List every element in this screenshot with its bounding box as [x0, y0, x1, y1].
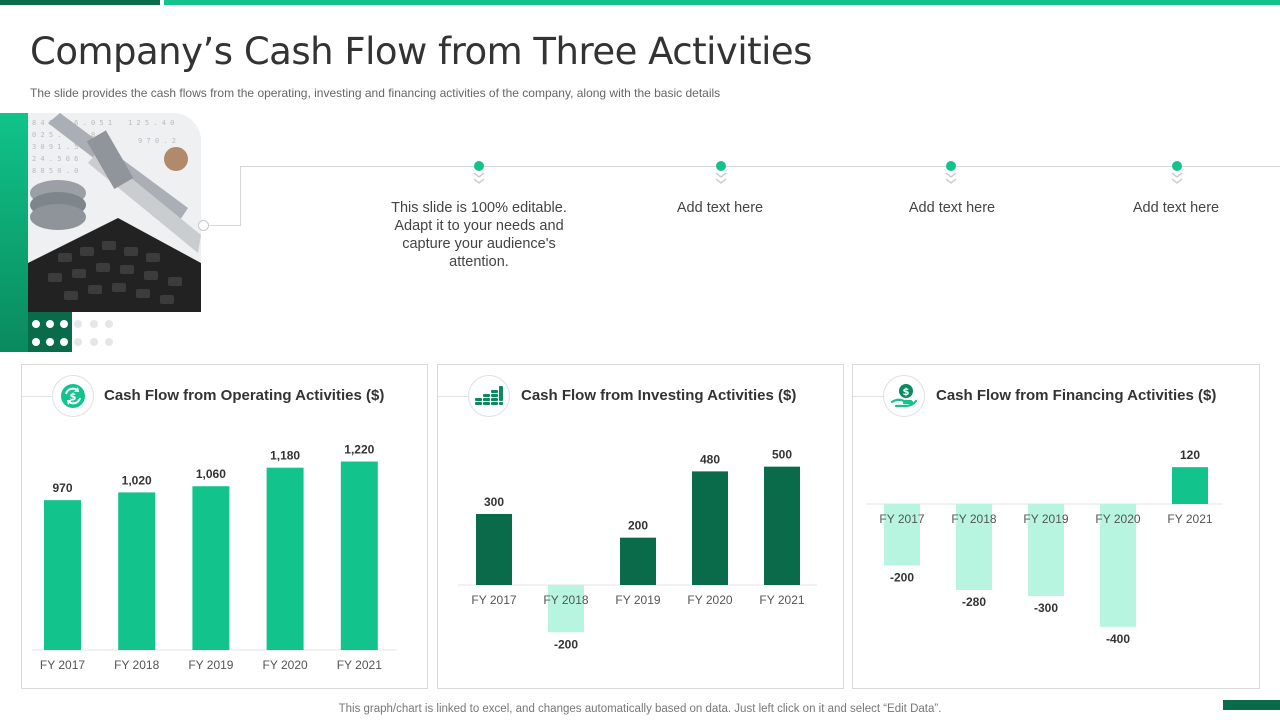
dot-decoration — [32, 338, 40, 346]
svg-text:2 4 . 5 0 6: 2 4 . 5 0 6 — [32, 155, 78, 163]
footer-note: This graph/chart is linked to excel, and… — [338, 703, 942, 715]
calculator-photo: 8 4 2 0 1 6 . 0 5 1 0 2 5 . 4 6 2 8 3 0 … — [28, 113, 201, 312]
timeline-text: Add text here — [908, 200, 996, 216]
page-subtitle: The slide provides the cash flows from t… — [30, 86, 721, 100]
dot-decoration — [74, 338, 82, 346]
cycle-dollar-icon: $ — [52, 375, 94, 417]
hand-dollar-icon: $ — [883, 375, 925, 417]
timeline-node — [946, 161, 956, 171]
panel-header-line — [853, 396, 883, 397]
timeline-line — [240, 166, 1280, 167]
svg-text:8 8 5 0 . 0: 8 8 5 0 . 0 — [32, 167, 78, 175]
dot-decoration — [60, 320, 68, 328]
dot-decoration — [32, 320, 40, 328]
timeline-connector — [208, 225, 241, 226]
dot-decoration — [46, 320, 54, 328]
dot-decoration — [60, 338, 68, 346]
timeline-text: This slide is 100% editable. Adapt it to… — [391, 200, 567, 270]
footer-accent-block — [1223, 700, 1280, 710]
timeline-node — [474, 161, 484, 171]
dot-decoration — [90, 338, 98, 346]
top-accent-bar-light — [164, 0, 1280, 5]
chevron-down-icon — [1171, 172, 1183, 185]
chevron-down-icon — [473, 172, 485, 185]
dot-decoration — [105, 320, 113, 328]
investing-panel-title: Cash Flow from Investing Activities ($) — [521, 387, 801, 404]
timeline-node — [716, 161, 726, 171]
dots-decoration-block — [28, 312, 72, 352]
svg-text:3 0 9 1 . 5 4: 3 0 9 1 . 5 4 — [32, 143, 87, 151]
timeline-node — [1172, 161, 1182, 171]
dot-decoration — [105, 338, 113, 346]
panel-header-line — [22, 396, 52, 397]
page-title: Company’s Cash Flow from Three Activitie… — [30, 30, 812, 73]
chevron-down-icon — [945, 172, 957, 185]
dot-decoration — [46, 338, 54, 346]
svg-text:9 7 0 . 2: 9 7 0 . 2 — [138, 137, 176, 145]
timeline-text: Add text here — [1132, 200, 1220, 216]
financing-panel-title: Cash Flow from Financing Activities ($) — [936, 387, 1221, 404]
connector-circle — [198, 220, 209, 231]
timeline-connector — [240, 166, 241, 226]
svg-text:$: $ — [70, 392, 77, 403]
top-accent-bar-dark — [0, 0, 160, 5]
operating-panel-title: Cash Flow from Operating Activities ($) — [104, 387, 389, 404]
side-accent-bar — [0, 113, 28, 352]
svg-text:$: $ — [903, 387, 910, 398]
svg-text:1 2 5 . 4 0: 1 2 5 . 4 0 — [128, 119, 174, 127]
panel-header-line — [438, 396, 468, 397]
coin-stacks-icon — [468, 375, 510, 417]
chevron-down-icon — [715, 172, 727, 185]
timeline-text: Add text here — [676, 200, 764, 216]
dot-decoration — [74, 320, 82, 328]
dot-decoration — [90, 320, 98, 328]
